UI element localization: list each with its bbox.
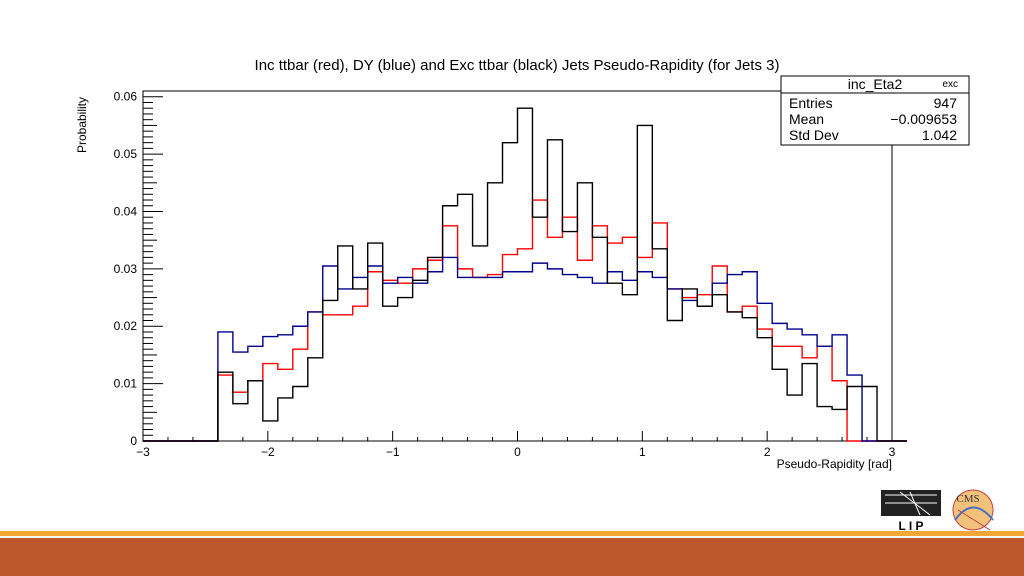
stats-mean-label: Mean (789, 111, 824, 127)
y-tick-label: 0.03 (114, 262, 138, 276)
slide-footer-bar (0, 538, 1024, 576)
axis-ticks: −3 −2 −1 0 1 2 3 0 0.01 0.02 0.03 0.04 0.05 0.06 (114, 90, 896, 459)
y-tick-label: 0.04 (114, 204, 138, 218)
stats-entries-value: 947 (934, 95, 958, 111)
lip-logo: L I P (881, 490, 941, 533)
x-axis-label: Pseudo-Rapidity [rad] (777, 457, 892, 471)
stats-mean-value: −0.009653 (890, 111, 957, 127)
x-tick-label: −2 (261, 445, 275, 459)
y-tick-label: 0 (130, 434, 137, 448)
y-tick-label: 0.05 (114, 147, 138, 161)
stats-stddev-value: 1.042 (922, 127, 957, 143)
stats-stddev-label: Std Dev (789, 127, 839, 143)
x-tick-label: 1 (639, 445, 646, 459)
cms-logo: CMS (952, 489, 994, 531)
cms-logo-text: CMS (956, 493, 979, 505)
series-inc-ttbar (143, 199, 907, 442)
histogram-line (143, 256, 907, 442)
x-tick-label: 3 (889, 445, 896, 459)
plot-frame (142, 90, 893, 442)
slide-accent-strip (0, 531, 1024, 536)
x-tick-label: −3 (136, 445, 150, 459)
y-tick-label: 0.06 (114, 90, 138, 104)
stats-entries-label: Entries (789, 95, 833, 111)
y-tick-label: 0.01 (114, 377, 138, 391)
series-layer (143, 107, 907, 442)
chart-title: Inc ttbar (red), DY (blue) and Exc ttbar… (255, 57, 780, 74)
stats-box: inc_Eta2 exc Entries 947 Mean −0.009653 … (780, 75, 970, 146)
x-tick-label: 0 (514, 445, 521, 459)
histogram-line (143, 199, 907, 442)
stats-box-name: inc_Eta2 (848, 76, 903, 92)
lip-logo-text: L I P (898, 519, 923, 533)
y-tick-label: 0.02 (114, 319, 138, 333)
stats-box-tag: exc (942, 79, 958, 90)
x-tick-label: 2 (764, 445, 771, 459)
x-tick-label: −1 (386, 445, 400, 459)
series-exc-ttbar (143, 107, 907, 442)
series-dy (143, 256, 907, 442)
y-axis-label: Probability (75, 97, 89, 153)
stats-box-frame (780, 75, 970, 146)
histogram-line (143, 107, 907, 442)
